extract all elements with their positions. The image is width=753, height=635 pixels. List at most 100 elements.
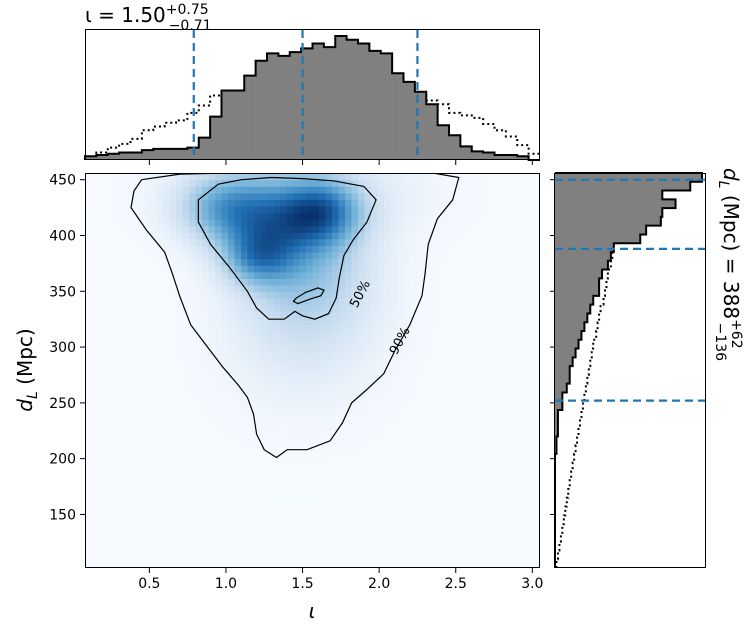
heatmap-cell [293, 561, 301, 568]
heatmap-cell [449, 179, 457, 187]
heatmap-cell [124, 298, 132, 306]
heatmap-cell [286, 541, 294, 549]
heatmap-cell [176, 535, 184, 543]
heatmap-cell [371, 482, 379, 490]
heatmap-cell [111, 508, 119, 516]
heatmap-cell [202, 331, 210, 339]
heatmap-cell [260, 271, 268, 279]
heatmap-cell [449, 324, 457, 332]
heatmap-cell [293, 423, 301, 431]
heatmap-cell [182, 298, 190, 306]
heatmap-cell [215, 521, 223, 530]
heatmap-cell [182, 442, 190, 451]
heatmap-cell [468, 561, 476, 568]
heatmap-cell [442, 271, 450, 279]
heatmap-cell [137, 173, 145, 181]
heatmap-cell [520, 179, 528, 187]
heatmap-cell [176, 357, 184, 365]
heatmap-cell [403, 554, 411, 563]
heatmap-cell [280, 508, 288, 516]
heatmap-cell [215, 535, 223, 543]
heatmap-cell [176, 469, 184, 477]
heatmap-cell [306, 370, 314, 378]
heatmap-cell [254, 495, 262, 503]
heatmap-cell [98, 205, 106, 214]
heatmap-cell [332, 535, 340, 543]
heatmap-cell [286, 548, 294, 556]
heatmap-cell [338, 265, 346, 273]
heatmap-cell [403, 232, 411, 240]
heatmap-cell [189, 475, 197, 484]
heatmap-cell [488, 271, 496, 279]
heatmap-cell [254, 383, 262, 391]
heatmap-cell [150, 271, 158, 279]
heatmap-cell [475, 324, 483, 332]
heatmap-cell [533, 541, 540, 549]
heatmap-cell [520, 245, 528, 253]
heatmap-cell [377, 416, 385, 424]
heatmap-cell [514, 298, 522, 306]
heatmap-cell [280, 291, 288, 299]
heatmap-cell [403, 344, 411, 352]
heatmap-cell [98, 462, 106, 470]
x-tick-label: 0.5 [138, 576, 160, 592]
heatmap-cell [195, 258, 203, 266]
heatmap-cell [455, 317, 463, 326]
heatmap-cell [488, 179, 496, 187]
heatmap-cell [228, 489, 236, 497]
heatmap-cell [371, 317, 379, 326]
heatmap-cell [156, 324, 164, 332]
heatmap-cell [130, 324, 138, 332]
heatmap-cell [390, 331, 398, 339]
heatmap-cell [169, 205, 177, 214]
heatmap-cell [351, 363, 359, 372]
heatmap-cell [364, 449, 372, 457]
heatmap-cell [286, 179, 294, 187]
heatmap-cell [293, 410, 301, 418]
distance-posterior-bar [555, 260, 608, 270]
heatmap-cell [358, 475, 366, 484]
heatmap-cell [345, 337, 353, 345]
heatmap-cell [299, 390, 307, 398]
heatmap-cell [384, 304, 392, 312]
heatmap-cell [416, 337, 424, 345]
heatmap-cell [423, 173, 431, 181]
heatmap-cell [150, 475, 158, 484]
heatmap-cell [475, 528, 483, 536]
heatmap-cell [306, 548, 314, 556]
heatmap-cell [397, 173, 405, 181]
heatmap-cell [384, 350, 392, 358]
heatmap-cell [501, 317, 509, 326]
heatmap-cell [319, 449, 327, 457]
heatmap-cell [91, 265, 99, 273]
heatmap-cell [371, 245, 379, 253]
heatmap-cell [507, 508, 515, 516]
heatmap-cell [228, 377, 236, 385]
heatmap-cell [85, 482, 93, 490]
heatmap-cell [319, 403, 327, 411]
heatmap-cell [494, 383, 502, 391]
heatmap-cell [455, 205, 463, 214]
heatmap-cell [202, 298, 210, 306]
heatmap-cell [488, 462, 496, 470]
heatmap-cell [293, 205, 301, 214]
heatmap-cell [267, 337, 275, 345]
heatmap-cell [364, 410, 372, 418]
heatmap-cell [332, 225, 340, 233]
heatmap-cell [351, 436, 359, 444]
heatmap-cell [117, 245, 125, 253]
heatmap-cell [156, 423, 164, 431]
heatmap-cell [241, 416, 249, 424]
heatmap-cell [215, 548, 223, 556]
heatmap-cell [488, 469, 496, 477]
heatmap-cell [384, 456, 392, 464]
heatmap-cell [247, 331, 255, 339]
heatmap-cell [423, 331, 431, 339]
heatmap-cell [117, 205, 125, 214]
heatmap-cell [507, 219, 515, 227]
heatmap-cell [410, 205, 418, 214]
heatmap-cell [241, 205, 249, 214]
heatmap-cell [416, 265, 424, 273]
iota-posterior-bar [85, 156, 97, 160]
heatmap-cell [533, 271, 540, 279]
